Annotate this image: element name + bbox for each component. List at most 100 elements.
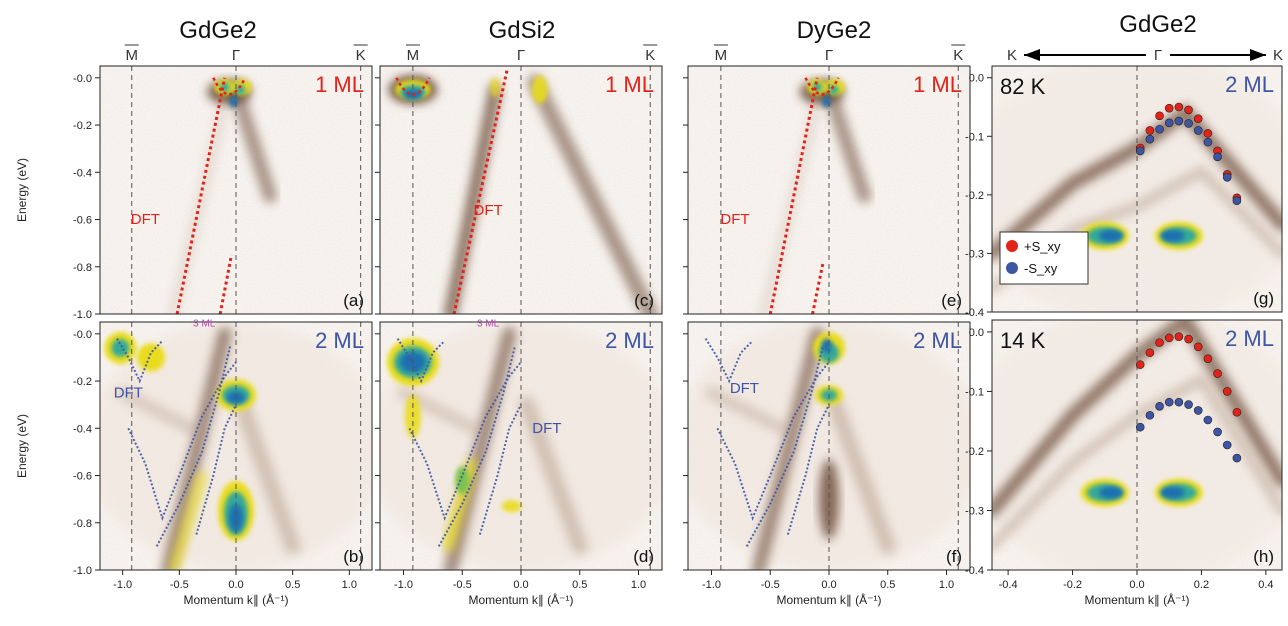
y-tick-label: -0.4 — [965, 307, 984, 319]
x-tick-label: 0.5 — [572, 579, 587, 591]
data-point — [1184, 119, 1193, 128]
y-tick-label: -0.8 — [73, 518, 92, 530]
intensity-band — [229, 82, 277, 203]
x-tick-label: -0.5 — [170, 579, 189, 591]
panel-letter: (e) — [941, 291, 962, 310]
panel-e-intensity — [688, 66, 970, 314]
column-title-gdge2: GdGe2 — [179, 17, 256, 44]
data-point — [1232, 407, 1242, 417]
legend-marker-plus — [1006, 240, 1018, 252]
y-tick-label: -0.3 — [965, 505, 984, 517]
annotation-label: DFT — [532, 420, 561, 437]
coverage-label: 1 ML — [315, 72, 364, 97]
intensity-band — [443, 326, 517, 570]
symmetry-point-label: K — [645, 47, 655, 64]
dft-curve — [195, 404, 237, 535]
x-tick-label: -1.0 — [394, 579, 413, 591]
data-point — [1174, 332, 1184, 341]
intensity-blob — [1099, 486, 1124, 499]
data-point — [1203, 129, 1213, 138]
x-tick-label: -0.2 — [1063, 579, 1082, 591]
x-tick-label: 1.0 — [631, 579, 646, 591]
intensity-band — [233, 396, 301, 555]
data-point — [1222, 440, 1232, 450]
data-point — [1184, 105, 1193, 115]
y-tick-label: -0.8 — [73, 262, 92, 274]
x-tick-label: 1.0 — [939, 579, 954, 591]
y-axis-title: Energy (eV) — [15, 158, 29, 222]
data-point — [1213, 427, 1222, 437]
data-point — [1174, 397, 1184, 407]
panel-b-intensity — [100, 322, 372, 570]
annotation-label: DFT — [131, 211, 160, 228]
intensity-band — [527, 74, 659, 314]
data-point — [1232, 453, 1242, 463]
symmetry-point-label: M — [125, 47, 138, 64]
intensity-blob — [111, 338, 130, 357]
x-tick-label: 0.5 — [285, 579, 300, 591]
data-point — [1135, 360, 1145, 369]
y-tick-label: -1.0 — [73, 565, 92, 577]
data-point — [1193, 342, 1203, 352]
temperature-label: 82 K — [1000, 74, 1046, 99]
x-tick-label: -0.5 — [761, 579, 780, 591]
panel-c-intensity — [380, 66, 662, 314]
column-title-gdge2-right: GdGe2 — [1119, 11, 1196, 38]
intensity-band — [705, 386, 788, 435]
panel-e: M Γ K 1 ML (e) DFT — [683, 44, 971, 315]
series-plus-sxy — [1135, 332, 1242, 417]
coverage-label: 2 ML — [1225, 72, 1274, 97]
symmetry-point-label: K — [356, 47, 366, 64]
column-title-gdsi2: GdSi2 — [489, 17, 556, 44]
symmetry-point-label: M — [715, 47, 728, 64]
data-point — [1184, 334, 1193, 344]
data-point — [1155, 402, 1164, 411]
data-point — [1164, 397, 1174, 407]
y-tick-label: -0.4 — [73, 423, 92, 435]
data-point — [1155, 111, 1164, 121]
intensity-blob — [1099, 229, 1124, 242]
x-axis-title: Momentum k∥ (Å⁻¹) — [183, 592, 288, 607]
data-point — [1164, 103, 1174, 113]
data-point — [1203, 415, 1213, 425]
panel-g: 0.0 -0.1 -0.2 -0.3 -0.4 2 ML 82 K (g) +S_xy -S_xy — [965, 65, 1283, 319]
data-point — [1145, 126, 1155, 135]
intensity-blob — [501, 500, 522, 513]
x-tick-label: 1.0 — [342, 579, 357, 591]
dft-curve — [745, 345, 825, 547]
intensity-blob — [531, 75, 548, 104]
panels-layer: -0.0 -0.2 -0.4 -0.6 -0.8 -1.0 Energy (eV) M Γ K 1 … — [15, 44, 1283, 607]
data-point — [1135, 146, 1145, 156]
arrow-label-k-right: K — [1273, 47, 1283, 64]
x-tick-label: 0.0 — [228, 579, 243, 591]
annotation-label: DFT — [720, 211, 749, 228]
intensity-band — [518, 396, 588, 555]
intensity-blob — [828, 84, 839, 95]
symmetry-point-label: K — [953, 47, 963, 64]
intensity-band — [116, 386, 197, 435]
annotation-label: DFT — [474, 202, 503, 219]
dft-curve — [704, 338, 754, 384]
x-tick-label: 0.0 — [1129, 579, 1144, 591]
panel-h: 0.0 -0.1 -0.2 -0.3 -0.4 -0.4 -0.2 0.0 0.2 0.4 Mome… — [965, 319, 1283, 607]
coverage-label: 1 ML — [605, 72, 654, 97]
data-point — [1145, 410, 1155, 420]
intensity-blob — [688, 322, 970, 570]
panel-letter: (h) — [1253, 547, 1274, 566]
legend-marker-minus — [1006, 262, 1018, 274]
y-axis-title: Energy (eV) — [15, 414, 29, 478]
column-title-dyge2-text: DyGe2 — [797, 17, 872, 44]
panel-frame — [99, 65, 373, 315]
intensity-blob — [380, 322, 662, 570]
temperature-label: 14 K — [1000, 328, 1046, 353]
column-title-gdge2-text: GdGe2 — [179, 17, 256, 44]
x-axis-title: Momentum k∥ (Å⁻¹) — [1084, 592, 1189, 607]
intensity-blob — [992, 320, 1282, 570]
panel-a: -0.0 -0.2 -0.4 -0.6 -0.8 -1.0 Energy (eV) M Γ K 1 … — [15, 44, 373, 321]
symmetry-point-label: Γ — [825, 47, 833, 64]
dft-curve — [716, 361, 830, 521]
symmetry-point-label: Γ — [232, 47, 240, 64]
x-tick-label: -0.4 — [999, 579, 1018, 591]
y-tick-label: -0.6 — [73, 215, 92, 227]
